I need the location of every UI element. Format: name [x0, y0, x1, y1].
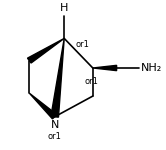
Text: or1: or1: [75, 40, 89, 49]
Text: or1: or1: [48, 132, 62, 141]
Polygon shape: [51, 38, 64, 117]
Text: N: N: [50, 120, 59, 130]
Polygon shape: [29, 93, 57, 119]
Polygon shape: [93, 65, 117, 71]
Text: or1: or1: [84, 77, 98, 86]
Polygon shape: [28, 38, 64, 63]
Text: H: H: [60, 3, 68, 13]
Text: NH₂: NH₂: [140, 63, 162, 73]
